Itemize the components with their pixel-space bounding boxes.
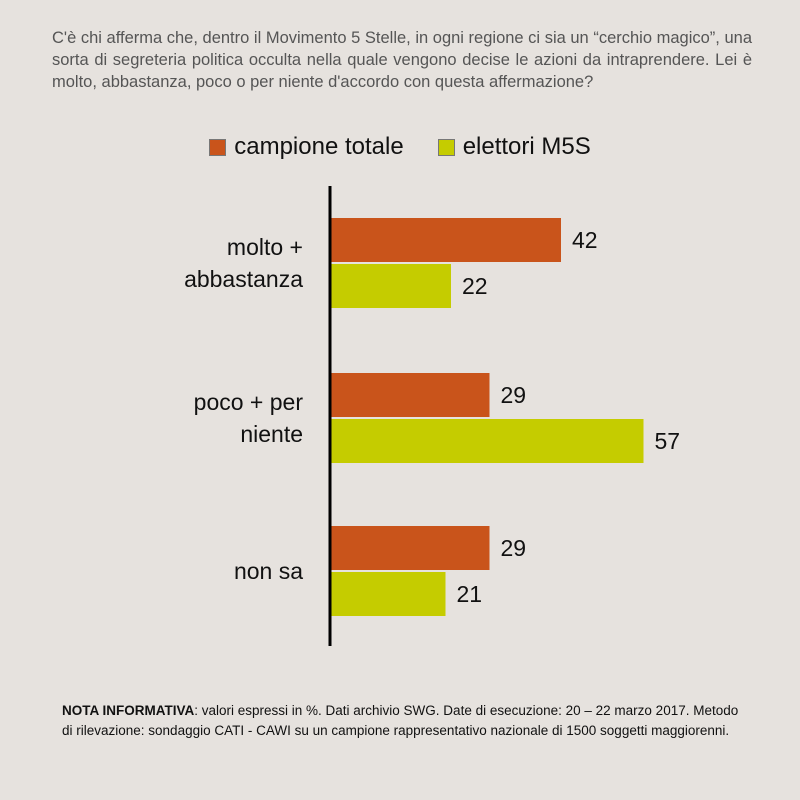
methodology-note: NOTA INFORMATIVA: valori espressi in %. … (62, 701, 752, 741)
value-label-1-1: 57 (655, 428, 681, 454)
bar-2-0 (330, 526, 490, 570)
legend-item-series-1: elettori M5S (437, 133, 591, 161)
legend-swatch-series-0 (209, 138, 227, 156)
category-label-1-1: niente (240, 421, 303, 447)
bar-0-0 (330, 218, 561, 262)
category-label-1-0: poco + per (194, 389, 304, 415)
legend-label-series-0: campione totale (234, 133, 404, 160)
legend-label-series-1: elettori M5S (462, 133, 591, 160)
category-label-0-0: molto + (227, 234, 303, 260)
note-text: : valori espressi in %. Dati archivio SW… (62, 703, 739, 738)
question-text: C'è chi afferma che, dentro il Movimento… (52, 29, 752, 91)
note-label: NOTA INFORMATIVA (62, 703, 195, 718)
value-label-0-0: 42 (572, 227, 598, 253)
legend-item-series-0: campione totale (209, 133, 404, 161)
chart-legend: campione totale elettori M5S (0, 133, 800, 161)
bar-1-1 (330, 419, 644, 463)
value-label-0-1: 22 (462, 273, 488, 299)
value-label-1-0: 29 (501, 382, 527, 408)
bar-2-1 (330, 572, 446, 616)
bar-0-1 (330, 264, 451, 308)
bar-1-0 (330, 373, 490, 417)
category-label-0-1: abbastanza (184, 266, 303, 292)
value-label-2-1: 21 (457, 581, 483, 607)
value-label-2-0: 29 (501, 535, 527, 561)
legend-swatch-series-1 (437, 138, 455, 156)
category-label-2-0: non sa (234, 558, 303, 584)
